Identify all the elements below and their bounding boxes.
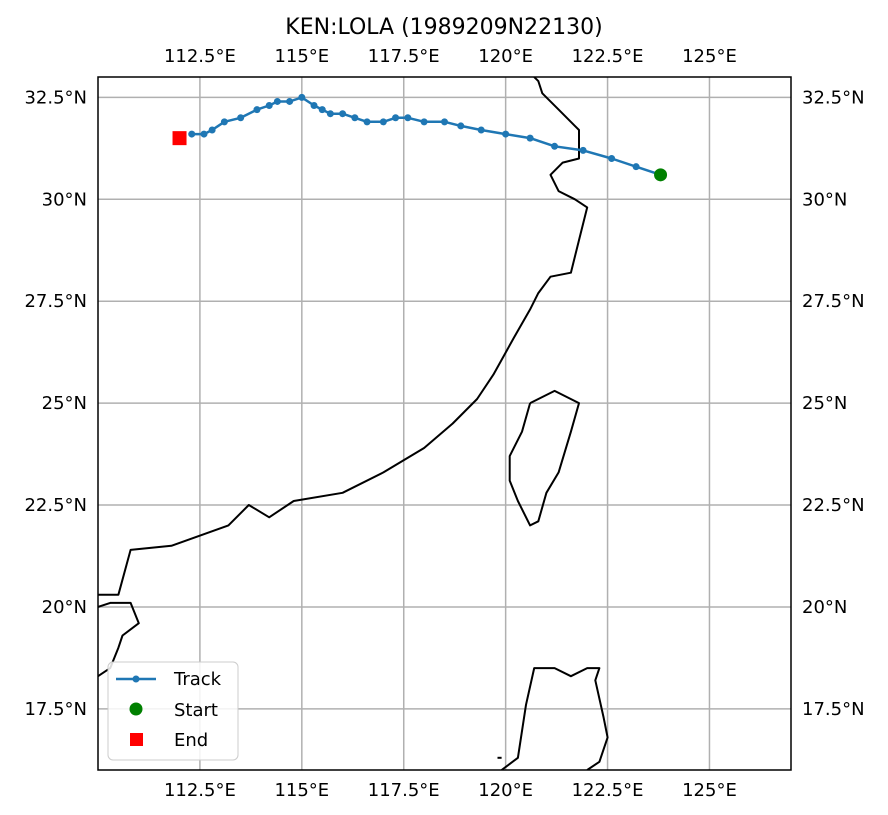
x-tick-labels-bottom: 112.5°E 115°E 117.5°E 120°E 122.5°E 125°E [164,780,737,801]
y-tick-label-right: 20°N [802,597,847,618]
track-point [392,114,400,122]
y-tick-label-right: 30°N [802,189,847,210]
track-point [608,155,616,163]
track-point [420,118,428,126]
track-point [310,102,318,110]
x-tick-label-top: 122.5°E [572,46,644,67]
track-point [526,134,534,142]
track-point [363,118,371,126]
legend-start-marker [129,702,143,716]
y-tick-labels-left: 32.5°N 30°N 27.5°N 25°N 22.5°N 20°N 17.5°N [24,87,87,719]
track-point [200,130,208,138]
track-point [273,97,281,105]
y-tick-label-right: 22.5°N [802,495,865,516]
x-tick-label-top: 112.5°E [164,46,236,67]
track-point [551,142,559,150]
y-tick-label-left: 22.5°N [24,495,87,516]
legend-track-label: Track [173,669,222,690]
track-point [457,122,465,130]
y-tick-label-right: 25°N [802,393,847,414]
legend-end-marker [130,733,143,746]
track-point [502,130,510,138]
y-tick-label-right: 32.5°N [802,87,865,108]
track-point [286,97,294,105]
start-marker [654,168,668,182]
coastline [98,77,589,596]
track-point [208,126,216,134]
gridlines [98,77,791,770]
legend: Track Start End [107,661,239,761]
track-point [188,130,196,138]
track-point [298,93,306,101]
coastline [501,667,609,770]
track-point [379,118,387,126]
x-tick-label-top: 120°E [478,46,533,67]
y-tick-label-right: 17.5°N [802,699,865,720]
x-tick-label-bottom: 120°E [478,780,533,801]
x-tick-label-bottom: 125°E [682,780,737,801]
map-title: KEN:LOLA (1989209N22130) [285,15,602,40]
y-tick-label-left: 17.5°N [24,699,87,720]
track-point [220,118,228,126]
legend-start-label: Start [174,700,218,721]
track-point [326,110,334,118]
end-marker [172,131,187,146]
track-point [351,114,359,122]
track-point [265,102,273,110]
x-tick-label-top: 117.5°E [368,46,440,67]
y-tick-label-left: 27.5°N [24,291,87,312]
y-tick-label-left: 32.5°N [24,87,87,108]
legend-track-marker [132,675,140,683]
storm-track [172,93,668,182]
x-tick-label-bottom: 112.5°E [164,780,236,801]
y-tick-label-right: 27.5°N [802,291,865,312]
legend-end-label: End [174,730,208,751]
track-point [404,114,412,122]
x-tick-label-top: 125°E [682,46,737,67]
x-tick-labels-top: 112.5°E 115°E 117.5°E 120°E 122.5°E 125°E [164,46,737,67]
x-tick-label-bottom: 115°E [274,780,329,801]
track-point [318,106,326,114]
track-point [477,126,485,134]
y-tick-label-left: 25°N [42,393,87,414]
track-point [441,118,448,126]
x-tick-label-top: 115°E [274,46,329,67]
track-point [237,114,245,122]
y-tick-label-left: 30°N [42,189,87,210]
coastline [508,389,580,527]
x-tick-label-bottom: 122.5°E [572,780,644,801]
y-tick-label-left: 20°N [42,597,87,618]
track-point [253,106,261,114]
track-point [632,163,640,171]
x-tick-label-bottom: 117.5°E [368,780,440,801]
map-frame [97,76,792,771]
track-point [339,110,347,118]
track-point [579,146,587,154]
y-tick-labels-right: 32.5°N 30°N 27.5°N 25°N 22.5°N 20°N 17.5°N [802,87,865,719]
